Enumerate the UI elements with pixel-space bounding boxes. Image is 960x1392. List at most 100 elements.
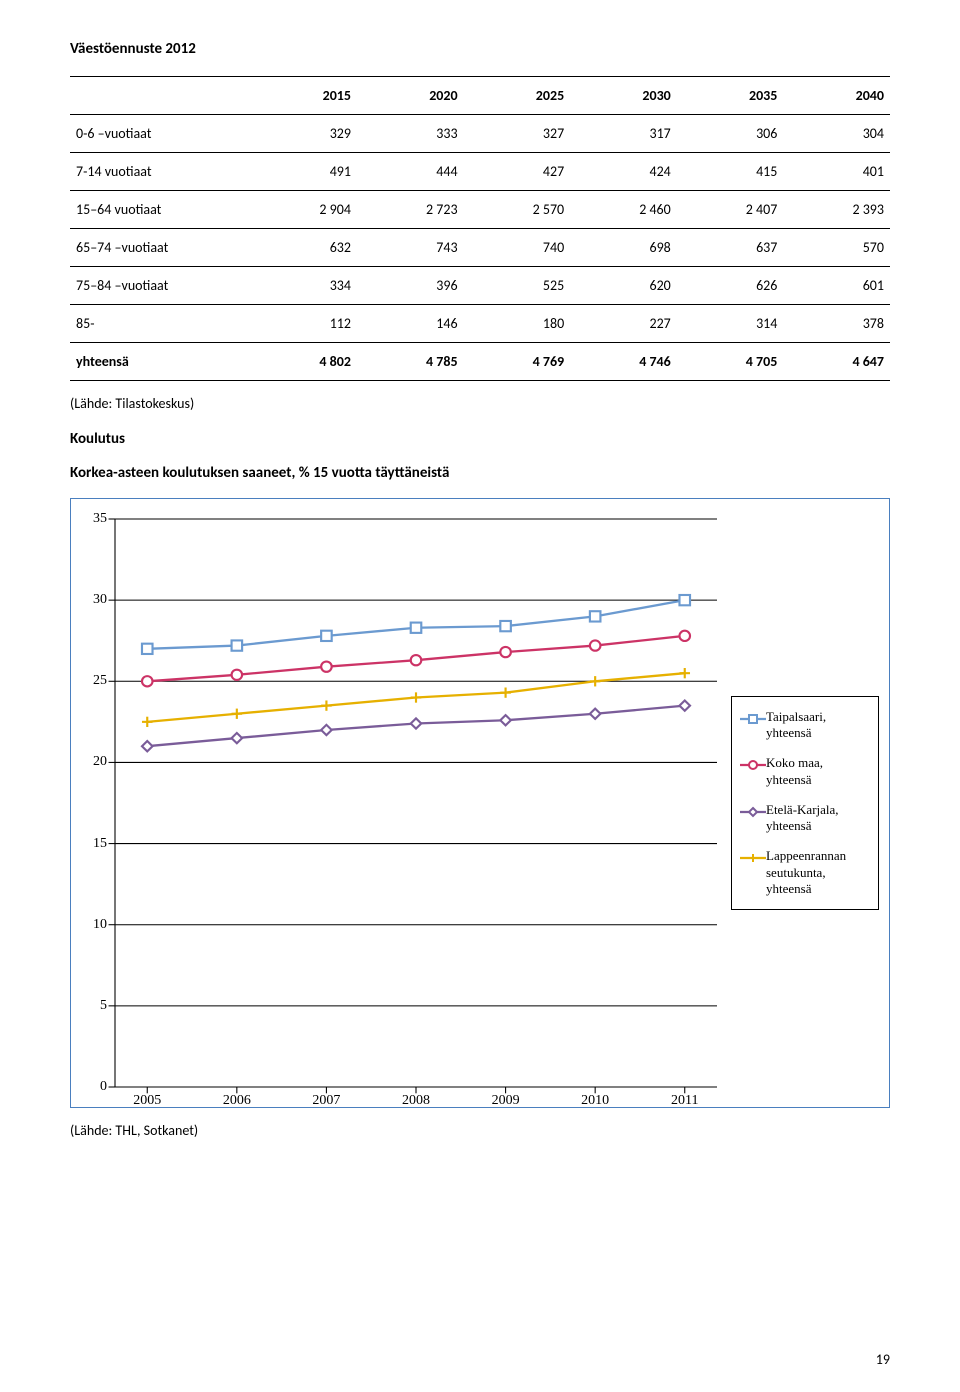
y-axis-tick-label: 0: [100, 1079, 107, 1095]
table-cell: 427: [464, 153, 571, 191]
legend-swatch: [740, 802, 766, 823]
table-col-header: 2035: [677, 77, 784, 115]
legend-item: Etelä-Karjala, yhteensä: [740, 802, 870, 835]
table-cell: 396: [357, 267, 464, 305]
table-cell: 637: [677, 229, 784, 267]
table-cell: 4 705: [677, 343, 784, 381]
table-row: 85-112146180227314378: [70, 305, 890, 343]
table-cell: 424: [570, 153, 677, 191]
table-cell: yhteensä: [70, 343, 250, 381]
table-cell: 306: [677, 115, 784, 153]
table-cell: 570: [783, 229, 890, 267]
x-axis-tick-label: 2006: [223, 1093, 251, 1109]
table-cell: 304: [783, 115, 890, 153]
chart-legend: Taipalsaari, yhteensä Koko maa, yhteensä E…: [731, 696, 879, 910]
table-cell: 626: [677, 267, 784, 305]
table-row: 75–84 –vuotiaat334396525620626601: [70, 267, 890, 305]
table-cell: 620: [570, 267, 677, 305]
x-axis-tick-label: 2010: [581, 1093, 609, 1109]
y-axis-tick-label: 35: [93, 511, 107, 527]
table-row: 15–64 vuotiaat2 9042 7232 5702 4602 4072…: [70, 191, 890, 229]
table-cell: 0-6 –vuotiaat: [70, 115, 250, 153]
y-axis-tick-label: 5: [100, 998, 107, 1014]
population-table: 201520202025203020352040 0-6 –vuotiaat32…: [70, 76, 890, 381]
table-col-header: 2025: [464, 77, 571, 115]
table-cell: 2 460: [570, 191, 677, 229]
legend-label: Lappeenrannan seutukunta, yhteensä: [766, 848, 870, 897]
table-cell: 415: [677, 153, 784, 191]
table-cell: 2 407: [677, 191, 784, 229]
table-cell: 378: [783, 305, 890, 343]
table-col-header: 2030: [570, 77, 677, 115]
table-col-header: [70, 77, 250, 115]
legend-label: Taipalsaari, yhteensä: [766, 709, 870, 742]
x-axis-tick-label: 2005: [133, 1093, 161, 1109]
page-number: 19: [876, 1351, 890, 1368]
table-header-row: 201520202025203020352040: [70, 77, 890, 115]
legend-item: Taipalsaari, yhteensä: [740, 709, 870, 742]
table-cell: 112: [250, 305, 357, 343]
table-cell: 632: [250, 229, 357, 267]
table-cell: 525: [464, 267, 571, 305]
y-axis-tick-label: 10: [93, 917, 107, 933]
page-title: Väestöennuste 2012: [70, 40, 890, 58]
legend-label: Etelä-Karjala, yhteensä: [766, 802, 870, 835]
y-axis-tick-label: 25: [93, 673, 107, 689]
table-cell: 329: [250, 115, 357, 153]
table-col-header: 2040: [783, 77, 890, 115]
y-axis-tick-label: 30: [93, 592, 107, 608]
table-cell: 333: [357, 115, 464, 153]
table-cell: 85-: [70, 305, 250, 343]
legend-swatch: [740, 755, 766, 776]
x-axis-tick-label: 2008: [402, 1093, 430, 1109]
table-row: 0-6 –vuotiaat329333327317306304: [70, 115, 890, 153]
table-cell: 334: [250, 267, 357, 305]
x-axis-tick-label: 2011: [671, 1093, 698, 1109]
y-axis-tick-label: 15: [93, 836, 107, 852]
legend-item: Lappeenrannan seutukunta, yhteensä: [740, 848, 870, 897]
table-cell: 65–74 –vuotiaat: [70, 229, 250, 267]
table-cell: 327: [464, 115, 571, 153]
legend-label: Koko maa, yhteensä: [766, 755, 870, 788]
legend-swatch: [740, 709, 766, 730]
table-cell: 227: [570, 305, 677, 343]
table-cell: 743: [357, 229, 464, 267]
section-heading: Koulutus: [70, 430, 890, 448]
table-cell: 15–64 vuotiaat: [70, 191, 250, 229]
table-cell: 2 723: [357, 191, 464, 229]
table-cell: 146: [357, 305, 464, 343]
table-cell: 7-14 vuotiaat: [70, 153, 250, 191]
source-text-1: (Lähde: Tilastokeskus): [70, 395, 890, 412]
table-row: 7-14 vuotiaat491444427424415401: [70, 153, 890, 191]
table-cell: 4 769: [464, 343, 571, 381]
table-cell: 4 785: [357, 343, 464, 381]
table-cell: 4 746: [570, 343, 677, 381]
table-cell: 314: [677, 305, 784, 343]
table-cell: 4 802: [250, 343, 357, 381]
table-cell: 601: [783, 267, 890, 305]
legend-swatch: [740, 848, 766, 869]
table-cell: 401: [783, 153, 890, 191]
x-axis-tick-label: 2007: [312, 1093, 340, 1109]
source-text-2: (Lähde: THL, Sotkanet): [70, 1122, 890, 1139]
table-col-header: 2015: [250, 77, 357, 115]
table-cell: 2 904: [250, 191, 357, 229]
table-cell: 491: [250, 153, 357, 191]
table-cell: 698: [570, 229, 677, 267]
education-chart: 0 5 10 15 20 25 30 35 2005 2006 2007 2008 2009 2010 20…: [70, 498, 890, 1108]
x-axis-tick-label: 2009: [492, 1093, 520, 1109]
table-cell: 75–84 –vuotiaat: [70, 267, 250, 305]
table-total-row: yhteensä4 8024 7854 7694 7464 7054 647: [70, 343, 890, 381]
table-cell: 2 570: [464, 191, 571, 229]
chart-svg: [115, 519, 717, 1087]
chart-plot-area: 0510152025303520052006200720082009201020…: [115, 519, 717, 1087]
chart-title: Korkea-asteen koulutuksen saaneet, % 15 …: [70, 464, 890, 482]
legend-item: Koko maa, yhteensä: [740, 755, 870, 788]
table-cell: 444: [357, 153, 464, 191]
table-cell: 740: [464, 229, 571, 267]
y-axis-tick-label: 20: [93, 754, 107, 770]
table-col-header: 2020: [357, 77, 464, 115]
table-cell: 317: [570, 115, 677, 153]
table-cell: 2 393: [783, 191, 890, 229]
table-cell: 180: [464, 305, 571, 343]
